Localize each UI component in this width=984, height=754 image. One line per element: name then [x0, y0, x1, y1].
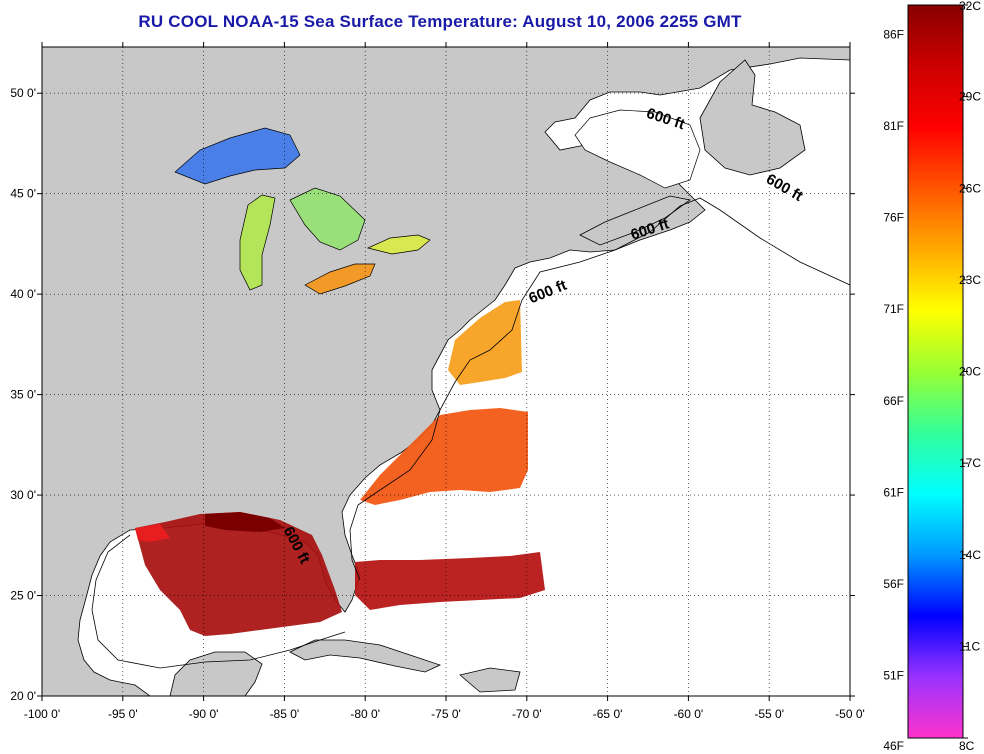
nova-scotia-land — [579, 195, 691, 246]
lon-tick-label: -95 0' — [108, 707, 138, 721]
gulf-of-mexico-sst — [135, 512, 342, 636]
lon-tick-label: -75 0' — [431, 707, 461, 721]
lake-huron-sst — [289, 187, 366, 251]
colorbar-fahrenheit-label: 56F — [883, 577, 904, 591]
colorbar: 8C 11C 14C 17C 20C 23C 26C 29C 32C 46F 51F 56F 61F 66… — [883, 0, 981, 753]
st-lawrence-gulf — [574, 109, 701, 189]
colorbar-fahrenheit-label: 66F — [883, 394, 904, 408]
lon-tick-label: -100 0' — [24, 707, 60, 721]
lat-tick-label: 45 0' — [10, 187, 36, 201]
gulf-depth-contour-line — [91, 534, 346, 669]
colorbar-celsius-label: 8C — [959, 739, 975, 753]
colorbar-celsius-label: 23C — [959, 273, 981, 287]
lake-ontario-sst — [366, 234, 431, 255]
map-title: RU COOL NOAA-15 Sea Surface Temperature:… — [138, 12, 742, 31]
depth-contour-line — [349, 197, 850, 581]
sst-map: -100 0' -95 0' -90 0' -85 0' -80 0' -75 0' -70… — [10, 42, 865, 721]
longitude-labels: -100 0' -95 0' -90 0' -85 0' -80 0' -75 0' -70… — [24, 42, 865, 721]
lon-tick-label: -55 0' — [754, 707, 784, 721]
colorbar-celsius-label: 11C — [959, 639, 980, 653]
lon-tick-label: -65 0' — [593, 707, 623, 721]
colorbar-fahrenheit-label: 86F — [883, 27, 904, 41]
colorbar-fahrenheit-label: 46F — [883, 739, 904, 753]
lat-tick-label: 50 0' — [10, 86, 36, 100]
yucatan-land — [169, 651, 263, 696]
colorbar-celsius-label: 20C — [959, 365, 981, 379]
lon-tick-label: -70 0' — [512, 707, 542, 721]
colorbar-celsius-label: 29C — [959, 90, 981, 104]
gulf-stream-sst — [360, 408, 528, 505]
mid-atlantic-sst — [448, 300, 522, 385]
colorbar-celsius-label: 14C — [959, 548, 981, 562]
lon-tick-label: -85 0' — [270, 707, 300, 721]
newfoundland-land — [699, 59, 806, 176]
gulf-coast-hot-sst — [205, 512, 285, 532]
lon-tick-label: -80 0' — [350, 707, 380, 721]
lat-tick-label: 35 0' — [10, 388, 36, 402]
gulf-warm-patch-sst — [135, 524, 170, 542]
colorbar-labels: 8C 11C 14C 17C 20C 23C 26C 29C 32C 46F 51F 56F 61F 66… — [883, 0, 981, 753]
colorbar-fahrenheit-label: 76F — [883, 211, 904, 225]
lat-tick-label: 40 0' — [10, 287, 36, 301]
lat-tick-label: 25 0' — [10, 589, 36, 603]
lon-tick-label: -60 0' — [674, 707, 704, 721]
lon-tick-label: -90 0' — [189, 707, 219, 721]
lake-superior-sst — [174, 127, 301, 185]
lake-michigan-sst — [239, 194, 276, 291]
colorbar-fahrenheit-label: 51F — [883, 669, 904, 683]
colorbar-fahrenheit-label: 71F — [883, 302, 904, 316]
hispaniola-land — [459, 667, 521, 693]
lake-erie-sst — [304, 263, 376, 295]
colorbar-fahrenheit-label: 81F — [883, 119, 904, 133]
colorbar-celsius-label: 17C — [959, 456, 981, 470]
colorbar-fahrenheit-label: 61F — [883, 485, 904, 499]
colorbar-gradient — [907, 4, 964, 739]
colorbar-celsius-label: 26C — [959, 181, 981, 195]
lon-tick-label: -50 0' — [835, 707, 865, 721]
latitude-labels: 20 0' 25 0' 30 0' 35 0' 40 0' 45 0' 50 0' — [10, 86, 855, 703]
lat-tick-label: 30 0' — [10, 488, 36, 502]
colorbar-celsius-label: 32C — [959, 0, 981, 13]
lat-tick-label: 20 0' — [10, 689, 36, 703]
